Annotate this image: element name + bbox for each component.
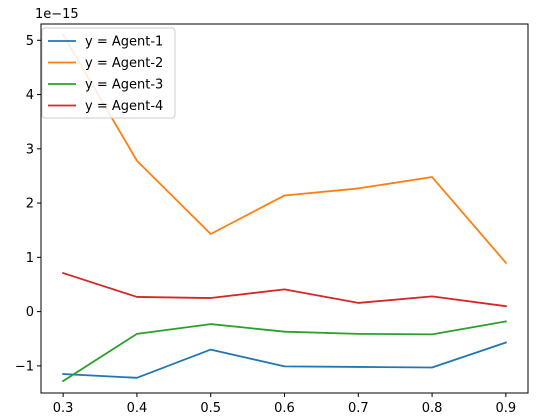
y-axis: −1 0 1 2 3 4 5 <box>15 34 41 374</box>
x-tick-label: 0.5 <box>200 401 221 416</box>
series-line-3 <box>61 320 507 383</box>
x-tick-label: 0.7 <box>348 401 369 416</box>
y-tick-label: −1 <box>15 359 34 374</box>
x-tick-label: 0.8 <box>422 401 443 416</box>
legend-label-1: y = Agent-1 <box>85 35 163 50</box>
legend-label-3: y = Agent-3 <box>85 78 163 93</box>
series-line-4 <box>62 271 507 308</box>
y-tick-label: 4 <box>26 88 34 103</box>
y-tick-label: 0 <box>26 305 34 320</box>
x-axis: 0.3 0.4 0.5 0.6 0.7 0.8 0.9 <box>53 393 516 416</box>
legend-box <box>41 27 176 119</box>
x-tick-label: 0.3 <box>53 401 74 416</box>
legend: y = Agent-1 y = Agent-2 y = Agent-3 y = Age… <box>41 27 176 119</box>
legend-label-4: y = Agent-4 <box>85 99 163 114</box>
x-tick-label: 0.4 <box>127 401 148 416</box>
y-tick-label: 3 <box>26 142 34 157</box>
series-line-1 <box>62 341 508 379</box>
legend-label-2: y = Agent-2 <box>85 56 163 71</box>
y-tick-label: 2 <box>26 197 34 212</box>
series-layer <box>61 33 508 383</box>
y-tick-label: 5 <box>26 34 34 49</box>
y-tick-label: 1 <box>26 251 34 266</box>
y-offset-label: 1e−15 <box>35 7 79 22</box>
x-tick-label: 0.6 <box>274 401 295 416</box>
series-line-2 <box>61 33 508 265</box>
x-tick-label: 0.9 <box>496 401 517 416</box>
